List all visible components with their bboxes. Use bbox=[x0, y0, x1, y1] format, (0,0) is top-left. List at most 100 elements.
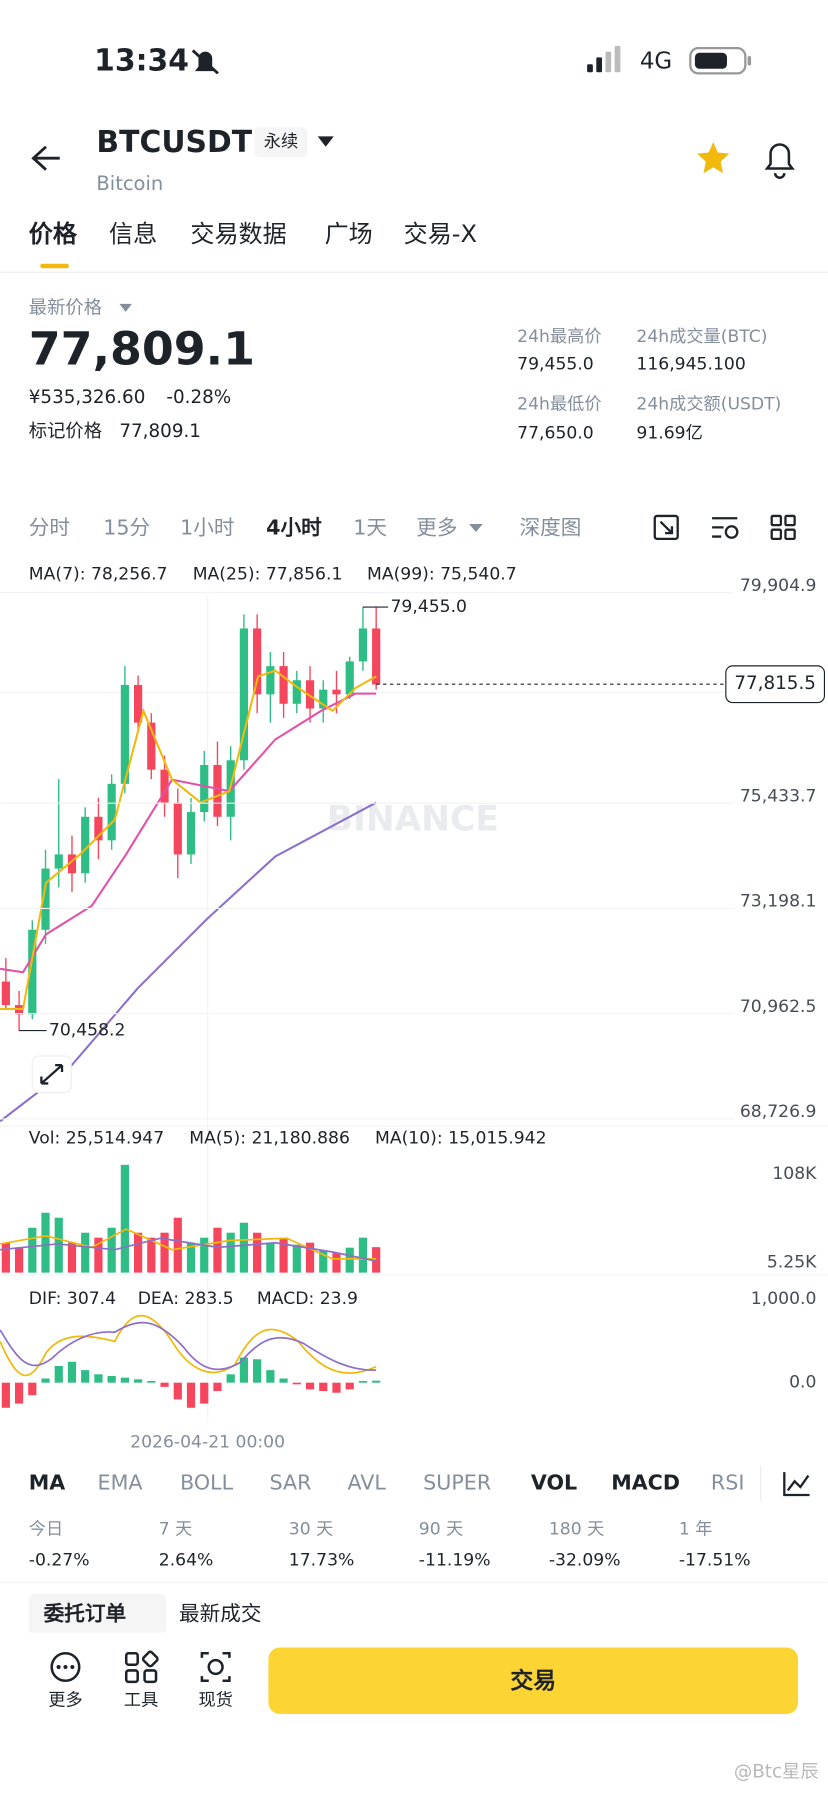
bottom-icons[interactable] bbox=[50, 1650, 231, 1684]
cny-price: ¥535,326.60 bbox=[29, 387, 146, 408]
candle-body bbox=[266, 666, 275, 695]
current-price: 77,815.5 bbox=[734, 673, 816, 694]
trade-label[interactable]: 交易 bbox=[510, 1667, 556, 1694]
macd-bar bbox=[54, 1365, 63, 1383]
interval[interactable]: 1小时 bbox=[180, 516, 234, 540]
macd-bar bbox=[253, 1359, 262, 1383]
vol-ma10 bbox=[0, 1237, 377, 1262]
interval[interactable]: 4小时 bbox=[266, 516, 322, 540]
indicator[interactable]: MA bbox=[29, 1471, 66, 1495]
vol-bar bbox=[305, 1242, 315, 1273]
period-value: -0.27% bbox=[29, 1550, 90, 1570]
candle-body bbox=[134, 684, 143, 723]
macd-bar bbox=[345, 1382, 354, 1390]
macd-bar bbox=[81, 1370, 90, 1383]
indicator[interactable]: EMA bbox=[98, 1471, 143, 1495]
vol-bar bbox=[279, 1237, 288, 1273]
interval[interactable]: 深度图 bbox=[519, 516, 581, 540]
tab[interactable]: 价格 bbox=[29, 220, 78, 248]
macd-bar bbox=[292, 1382, 301, 1385]
period-value: 17.73% bbox=[289, 1550, 355, 1570]
tab[interactable]: 交易-X bbox=[404, 220, 477, 248]
indicator[interactable]: VOL bbox=[531, 1471, 577, 1495]
dots bbox=[56, 1664, 75, 1670]
expand-icon[interactable] bbox=[31, 1055, 72, 1094]
vol-bar bbox=[1, 1242, 10, 1273]
macd-tick-label: 0.0 bbox=[789, 1373, 816, 1393]
indicator[interactable]: SAR bbox=[270, 1471, 312, 1495]
indicator-settings[interactable] bbox=[783, 1472, 810, 1497]
dropdown bbox=[119, 303, 132, 312]
macd-bar bbox=[239, 1357, 249, 1383]
signal-icon bbox=[587, 45, 621, 73]
vol-tick-label: 5.25K bbox=[767, 1252, 817, 1272]
macd-bar bbox=[28, 1382, 37, 1396]
tab[interactable]: 信息 bbox=[109, 220, 157, 248]
indicator[interactable]: RSI bbox=[711, 1471, 745, 1495]
candle-body bbox=[81, 816, 90, 874]
tab[interactable]: 交易数据 bbox=[190, 220, 286, 248]
indicator[interactable]: SUPER bbox=[423, 1471, 491, 1495]
candle-body bbox=[1, 981, 10, 1006]
periods: 今日 -0.27% 7 天 2.64% 30 天 17.73% 90 天 -11.19% 180… bbox=[29, 1519, 751, 1570]
macd-bar bbox=[67, 1361, 77, 1383]
vol-legend: MA(10): 15,015.942 bbox=[375, 1128, 547, 1148]
macd-bar bbox=[372, 1380, 381, 1383]
vol-bar bbox=[372, 1247, 381, 1273]
candle-body bbox=[319, 689, 328, 709]
vol-bar bbox=[239, 1222, 249, 1273]
bottom-label[interactable]: 现货 bbox=[198, 1690, 232, 1710]
tab[interactable]: 广场 bbox=[325, 220, 373, 248]
back[interactable] bbox=[31, 145, 60, 171]
bottom-label[interactable]: 工具 bbox=[124, 1690, 158, 1710]
indicator[interactable]: BOLL bbox=[180, 1471, 234, 1495]
interval[interactable]: 分时 bbox=[29, 516, 70, 540]
macd-bar bbox=[279, 1378, 288, 1383]
y-tick-label: 68,726.9 bbox=[740, 1102, 817, 1122]
vol-bar bbox=[134, 1232, 143, 1273]
tab-indicator bbox=[40, 263, 69, 269]
y-tick-label: 79,904.9 bbox=[740, 576, 817, 596]
interval[interactable]: 更多 bbox=[416, 516, 457, 540]
period-label: 30 天 bbox=[289, 1519, 334, 1539]
period-value: -11.19% bbox=[419, 1550, 491, 1570]
favorite[interactable] bbox=[697, 142, 730, 174]
candle-body bbox=[120, 684, 129, 784]
vol-bar bbox=[173, 1217, 182, 1273]
candle-body bbox=[239, 628, 249, 761]
macd-bar bbox=[173, 1382, 182, 1400]
tab-bg bbox=[28, 1593, 167, 1635]
indicator[interactable]: MACD bbox=[611, 1471, 680, 1495]
change: -0.28% bbox=[166, 387, 231, 408]
mark-price: 77,809.1 bbox=[119, 421, 201, 442]
vol-bar bbox=[266, 1242, 275, 1273]
macd-bar bbox=[213, 1382, 222, 1392]
y-tick-label: 75,433.7 bbox=[740, 786, 817, 806]
order-tab[interactable]: 最新成交 bbox=[179, 1601, 262, 1625]
indicator[interactable]: AVL bbox=[348, 1471, 387, 1495]
macd-bar bbox=[332, 1382, 341, 1393]
interval[interactable]: 15分 bbox=[103, 516, 150, 540]
vol-bar bbox=[213, 1227, 222, 1273]
candle-body bbox=[173, 802, 182, 855]
dropdown[interactable] bbox=[317, 136, 334, 147]
last-price: 77,809.1 bbox=[29, 321, 255, 375]
vol-bar bbox=[253, 1232, 262, 1273]
macd-bar bbox=[147, 1381, 156, 1383]
alert-bell[interactable] bbox=[764, 143, 795, 179]
ma-legend: MA(25): 77,856.1 bbox=[193, 564, 343, 584]
contract-tag: 永续 bbox=[264, 132, 298, 152]
order-tab[interactable]: 委托订单 bbox=[43, 1601, 127, 1625]
period-value: 2.64% bbox=[159, 1550, 214, 1570]
x-label: 2026-04-21 00:00 bbox=[130, 1432, 285, 1452]
divider bbox=[0, 271, 828, 273]
vol-bar bbox=[54, 1217, 63, 1273]
period-label: 今日 bbox=[29, 1519, 63, 1539]
chart-tools[interactable] bbox=[653, 514, 796, 540]
ma-legend: MA(7): 78,256.7 bbox=[29, 564, 168, 584]
bottom-label[interactable]: 更多 bbox=[48, 1690, 82, 1710]
interval[interactable]: 1天 bbox=[353, 516, 387, 540]
coin-name: Bitcoin bbox=[96, 172, 163, 195]
trade-button[interactable] bbox=[268, 1647, 799, 1715]
